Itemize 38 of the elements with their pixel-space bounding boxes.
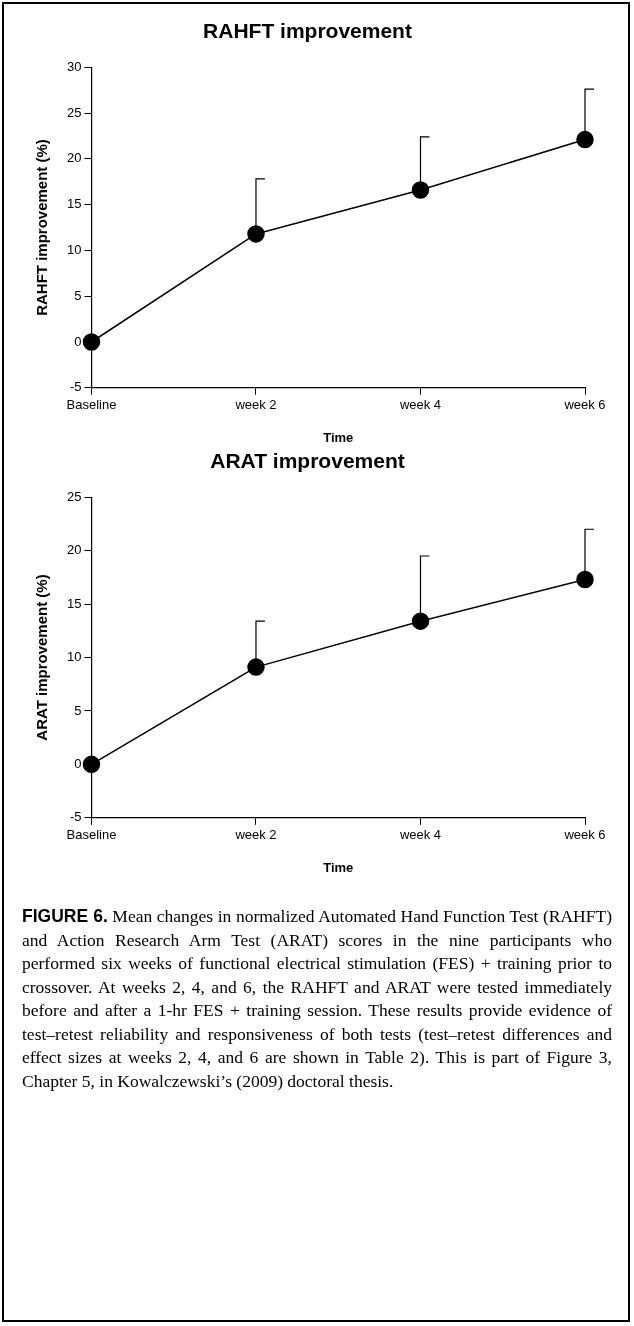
- y-tick-label: 5: [74, 287, 82, 303]
- point: [82, 333, 101, 351]
- y-tick-label: 25: [66, 488, 82, 504]
- point: [82, 755, 101, 774]
- y-tick-label: 20: [66, 150, 82, 166]
- y-tick-label: -5: [69, 379, 82, 395]
- chart-title: ARAT improvement: [210, 449, 405, 473]
- y-tick-label: 10: [66, 649, 82, 665]
- x-axis-title: Time: [323, 859, 354, 875]
- y-tick-label: 0: [74, 333, 82, 349]
- chart-title: RAHFT improvement: [203, 19, 412, 43]
- y-axis-title: RAHFT improvement (%): [33, 139, 51, 316]
- y-tick-label: 20: [66, 542, 82, 558]
- x-tick-label: week 4: [398, 827, 442, 843]
- x-tick-label: Baseline: [66, 397, 117, 413]
- x-axis-title: Time: [323, 429, 354, 445]
- y-tick-label: 5: [74, 702, 82, 718]
- y-tick-label: -5: [69, 809, 82, 825]
- point: [576, 130, 594, 149]
- point: [411, 612, 430, 630]
- y-tick-label: 0: [74, 755, 82, 771]
- x-tick-label: Baseline: [66, 827, 117, 843]
- y-tick-label: 15: [66, 595, 82, 611]
- point: [411, 181, 430, 199]
- x-tick-label: week 2: [234, 397, 277, 413]
- x-tick-label: week 6: [563, 827, 606, 843]
- y-tick-label: 30: [66, 58, 82, 74]
- point: [247, 225, 265, 243]
- x-tick-label: week 2: [234, 827, 277, 843]
- point: [247, 658, 265, 676]
- y-tick-label: 25: [66, 104, 82, 120]
- x-tick-label: week 4: [398, 397, 442, 413]
- y-tick-label: 10: [66, 241, 82, 257]
- y-tick-label: 15: [66, 196, 82, 212]
- text: FIGURE 6. Mean changes in normalized Automated Hand Function Test (RAHFT) and Action Research Arm Test (ARAT) scores in the nine participants who performed six weeks of functional electrical stimulation (FES) + training prior to crossover. At weeks 2, 4, and 6, the RAHFT and ARAT were tested immediately before and after a 1-hr FES + training session. These results provide evidence of test–retest reliability and responsiveness of both tests (test–retest differences and effect sizes at weeks 2, 4, and 6 are shown in Table 2). This is part of Figure 3, Chapter 5, in Kowalczewski’s (2009) doctoral thesis.: [22, 906, 613, 1091]
- x-tick-label: week 6: [563, 397, 606, 413]
- point: [576, 570, 594, 589]
- y-axis-title: ARAT improvement (%): [33, 574, 51, 741]
